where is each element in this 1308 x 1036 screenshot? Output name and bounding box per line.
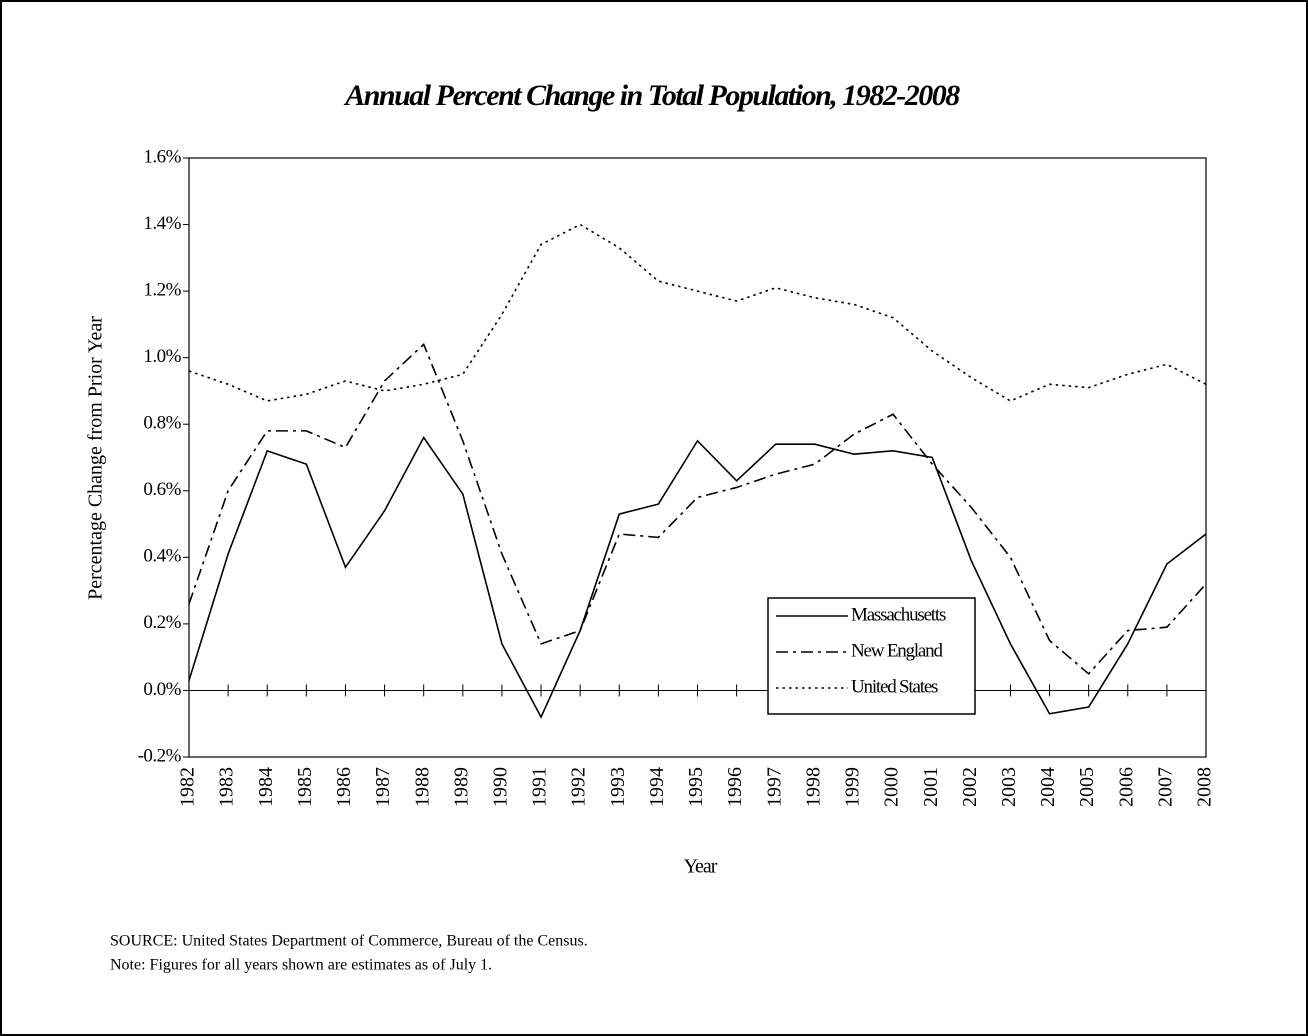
x-tick-label: 1998 <box>802 767 824 807</box>
source-note: SOURCE: United States Department of Comm… <box>110 933 588 950</box>
plot-frame <box>188 157 1207 758</box>
legend-label: Massachusetts <box>851 604 946 625</box>
x-tick-label: 1982 <box>177 767 199 807</box>
data-line <box>188 342 1207 675</box>
y-tick-label: 0.6% <box>143 479 181 500</box>
x-tick-label: 1990 <box>490 767 512 807</box>
chart-title: Annual Percent Change in Total Populatio… <box>343 79 960 112</box>
y-tick-label: 1.2% <box>143 279 181 300</box>
x-tick-label: 2000 <box>881 767 903 807</box>
legend-label: New England <box>851 640 943 661</box>
x-tick-label: 1984 <box>255 767 277 807</box>
legend-box <box>767 597 976 715</box>
x-tick-label: 1983 <box>216 767 238 807</box>
x-tick-label: 2005 <box>1076 767 1098 807</box>
x-tick-label: 1991 <box>529 767 551 807</box>
x-axis-label: Year <box>684 856 718 878</box>
y-tick-label: 0.4% <box>143 546 181 567</box>
x-tick-label: 1988 <box>411 767 433 807</box>
data-line <box>188 435 1207 719</box>
y-tick-label: 0.2% <box>143 612 181 633</box>
x-tick-label: 2001 <box>920 767 942 807</box>
x-tick-label: 1996 <box>724 767 746 807</box>
x-tick-label: 1992 <box>568 767 590 807</box>
y-tick-label: 0.8% <box>143 413 181 434</box>
x-tick-label: 2007 <box>1154 767 1176 807</box>
x-tick-label: 1985 <box>294 767 316 807</box>
x-tick-label: 1989 <box>450 767 472 807</box>
x-tick-label: 1994 <box>646 767 668 807</box>
x-tick-label: 1986 <box>333 767 355 807</box>
y-tick-label: 0.0% <box>143 679 181 700</box>
y-axis-label: Percentage Change from Prior Year <box>85 316 107 600</box>
x-tick-label: 2003 <box>998 767 1020 807</box>
y-tick-label: 1.6% <box>143 146 181 167</box>
x-tick-label: 1995 <box>685 767 707 807</box>
x-tick-label: 2006 <box>1115 767 1137 807</box>
data-line <box>188 223 1207 402</box>
legend-label: United States <box>851 676 938 697</box>
x-tick-label: 1987 <box>372 767 394 807</box>
footnote: Note: Figures for all years shown are es… <box>110 957 492 974</box>
x-tick-label: 2008 <box>1194 767 1216 807</box>
x-tick-label: 1999 <box>842 767 864 807</box>
x-tick-label: 1993 <box>607 767 629 807</box>
y-tick-label: 1.4% <box>143 213 181 234</box>
x-tick-label: 2002 <box>959 767 981 807</box>
x-tick-label: 1997 <box>763 767 785 807</box>
y-tick-label: -0.2% <box>138 745 182 766</box>
x-tick-label: 2004 <box>1037 767 1059 807</box>
y-tick-label: 1.0% <box>143 346 181 367</box>
